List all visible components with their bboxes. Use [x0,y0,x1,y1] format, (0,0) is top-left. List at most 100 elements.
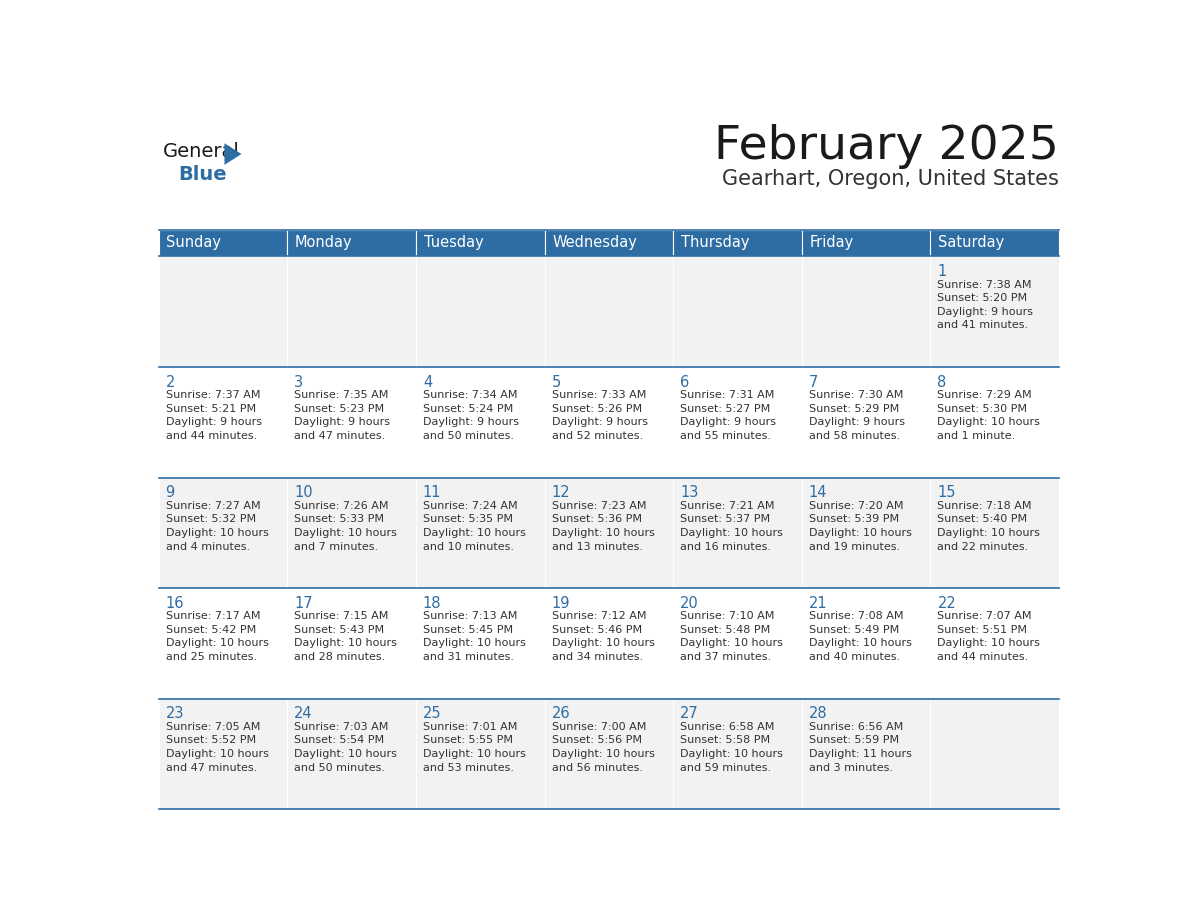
Text: Sunrise: 7:27 AM
Sunset: 5:32 PM
Daylight: 10 hours
and 4 minutes.: Sunrise: 7:27 AM Sunset: 5:32 PM Dayligh… [165,500,268,552]
Text: Sunrise: 7:15 AM
Sunset: 5:43 PM
Daylight: 10 hours
and 28 minutes.: Sunrise: 7:15 AM Sunset: 5:43 PM Dayligh… [295,611,397,662]
Bar [416,256,544,367]
Bar [674,230,802,256]
Bar [158,256,287,367]
Bar [287,256,416,367]
Text: Sunrise: 7:30 AM
Sunset: 5:29 PM
Daylight: 9 hours
and 58 minutes.: Sunrise: 7:30 AM Sunset: 5:29 PM Dayligh… [809,390,905,441]
Text: 11: 11 [423,486,442,500]
Text: 13: 13 [681,486,699,500]
Bar [544,588,674,699]
Bar [287,588,416,699]
Bar [158,588,287,699]
Bar [674,256,802,367]
Text: Sunrise: 7:01 AM
Sunset: 5:55 PM
Daylight: 10 hours
and 53 minutes.: Sunrise: 7:01 AM Sunset: 5:55 PM Dayligh… [423,722,526,773]
Text: 23: 23 [165,707,184,722]
Bar [802,588,930,699]
Text: Friday: Friday [809,236,854,251]
Text: 16: 16 [165,596,184,610]
Text: Thursday: Thursday [681,236,750,251]
Bar [287,699,416,810]
Bar [287,477,416,588]
Bar [158,477,287,588]
Bar [544,699,674,810]
Text: Saturday: Saturday [939,236,1005,251]
Text: 21: 21 [809,596,827,610]
Text: 22: 22 [937,596,956,610]
Bar [416,230,544,256]
Text: Sunrise: 7:23 AM
Sunset: 5:36 PM
Daylight: 10 hours
and 13 minutes.: Sunrise: 7:23 AM Sunset: 5:36 PM Dayligh… [551,500,655,552]
Text: Sunrise: 7:17 AM
Sunset: 5:42 PM
Daylight: 10 hours
and 25 minutes.: Sunrise: 7:17 AM Sunset: 5:42 PM Dayligh… [165,611,268,662]
Text: Sunrise: 7:07 AM
Sunset: 5:51 PM
Daylight: 10 hours
and 44 minutes.: Sunrise: 7:07 AM Sunset: 5:51 PM Dayligh… [937,611,1041,662]
Bar [674,699,802,810]
Text: Sunrise: 7:18 AM
Sunset: 5:40 PM
Daylight: 10 hours
and 22 minutes.: Sunrise: 7:18 AM Sunset: 5:40 PM Dayligh… [937,500,1041,552]
Text: Sunrise: 7:00 AM
Sunset: 5:56 PM
Daylight: 10 hours
and 56 minutes.: Sunrise: 7:00 AM Sunset: 5:56 PM Dayligh… [551,722,655,773]
Text: 4: 4 [423,375,432,390]
Text: 9: 9 [165,486,175,500]
Bar [544,477,674,588]
Text: Tuesday: Tuesday [424,236,484,251]
Text: Sunrise: 7:08 AM
Sunset: 5:49 PM
Daylight: 10 hours
and 40 minutes.: Sunrise: 7:08 AM Sunset: 5:49 PM Dayligh… [809,611,911,662]
Polygon shape [225,143,241,165]
Bar [930,477,1060,588]
Text: Sunrise: 7:24 AM
Sunset: 5:35 PM
Daylight: 10 hours
and 10 minutes.: Sunrise: 7:24 AM Sunset: 5:35 PM Dayligh… [423,500,526,552]
Text: 12: 12 [551,486,570,500]
Text: Wednesday: Wednesday [552,236,637,251]
Text: 2: 2 [165,375,175,390]
Text: Sunrise: 7:35 AM
Sunset: 5:23 PM
Daylight: 9 hours
and 47 minutes.: Sunrise: 7:35 AM Sunset: 5:23 PM Dayligh… [295,390,390,441]
Text: 1: 1 [937,264,947,279]
Text: Sunrise: 7:37 AM
Sunset: 5:21 PM
Daylight: 9 hours
and 44 minutes.: Sunrise: 7:37 AM Sunset: 5:21 PM Dayligh… [165,390,261,441]
Text: February 2025: February 2025 [714,124,1060,169]
Bar [930,699,1060,810]
Bar [544,230,674,256]
Bar [158,230,287,256]
Bar [930,367,1060,477]
Text: 15: 15 [937,486,956,500]
Text: Sunrise: 6:58 AM
Sunset: 5:58 PM
Daylight: 10 hours
and 59 minutes.: Sunrise: 6:58 AM Sunset: 5:58 PM Dayligh… [681,722,783,773]
Text: Sunrise: 7:20 AM
Sunset: 5:39 PM
Daylight: 10 hours
and 19 minutes.: Sunrise: 7:20 AM Sunset: 5:39 PM Dayligh… [809,500,911,552]
Bar [158,367,287,477]
Text: Sunrise: 7:34 AM
Sunset: 5:24 PM
Daylight: 9 hours
and 50 minutes.: Sunrise: 7:34 AM Sunset: 5:24 PM Dayligh… [423,390,519,441]
Bar [544,256,674,367]
Text: 18: 18 [423,596,442,610]
Text: Monday: Monday [295,236,353,251]
Text: 25: 25 [423,707,442,722]
Text: 20: 20 [681,596,699,610]
Text: Sunday: Sunday [166,236,221,251]
Bar [802,256,930,367]
Text: 10: 10 [295,486,312,500]
Text: Sunrise: 7:13 AM
Sunset: 5:45 PM
Daylight: 10 hours
and 31 minutes.: Sunrise: 7:13 AM Sunset: 5:45 PM Dayligh… [423,611,526,662]
Text: 19: 19 [551,596,570,610]
Text: 26: 26 [551,707,570,722]
Text: Sunrise: 7:29 AM
Sunset: 5:30 PM
Daylight: 10 hours
and 1 minute.: Sunrise: 7:29 AM Sunset: 5:30 PM Dayligh… [937,390,1041,441]
Text: 3: 3 [295,375,303,390]
Bar [802,367,930,477]
Bar [674,477,802,588]
Bar [287,230,416,256]
Text: 27: 27 [681,707,699,722]
Text: 28: 28 [809,707,827,722]
Text: Blue: Blue [178,165,227,184]
Text: Sunrise: 7:21 AM
Sunset: 5:37 PM
Daylight: 10 hours
and 16 minutes.: Sunrise: 7:21 AM Sunset: 5:37 PM Dayligh… [681,500,783,552]
Text: Sunrise: 7:03 AM
Sunset: 5:54 PM
Daylight: 10 hours
and 50 minutes.: Sunrise: 7:03 AM Sunset: 5:54 PM Dayligh… [295,722,397,773]
Bar [287,367,416,477]
Text: Sunrise: 7:38 AM
Sunset: 5:20 PM
Daylight: 9 hours
and 41 minutes.: Sunrise: 7:38 AM Sunset: 5:20 PM Dayligh… [937,280,1034,330]
Bar [802,477,930,588]
Text: 6: 6 [681,375,689,390]
Text: General: General [163,141,239,161]
Bar [674,588,802,699]
Text: Gearhart, Oregon, United States: Gearhart, Oregon, United States [722,169,1060,189]
Text: Sunrise: 7:10 AM
Sunset: 5:48 PM
Daylight: 10 hours
and 37 minutes.: Sunrise: 7:10 AM Sunset: 5:48 PM Dayligh… [681,611,783,662]
Bar [674,367,802,477]
Text: Sunrise: 6:56 AM
Sunset: 5:59 PM
Daylight: 11 hours
and 3 minutes.: Sunrise: 6:56 AM Sunset: 5:59 PM Dayligh… [809,722,911,773]
Text: Sunrise: 7:05 AM
Sunset: 5:52 PM
Daylight: 10 hours
and 47 minutes.: Sunrise: 7:05 AM Sunset: 5:52 PM Dayligh… [165,722,268,773]
Bar [416,588,544,699]
Bar [158,699,287,810]
Bar [802,230,930,256]
Text: 24: 24 [295,707,312,722]
Bar [930,256,1060,367]
Text: 5: 5 [551,375,561,390]
Bar [544,367,674,477]
Text: 17: 17 [295,596,312,610]
Text: 14: 14 [809,486,827,500]
Text: 7: 7 [809,375,819,390]
Text: Sunrise: 7:26 AM
Sunset: 5:33 PM
Daylight: 10 hours
and 7 minutes.: Sunrise: 7:26 AM Sunset: 5:33 PM Dayligh… [295,500,397,552]
